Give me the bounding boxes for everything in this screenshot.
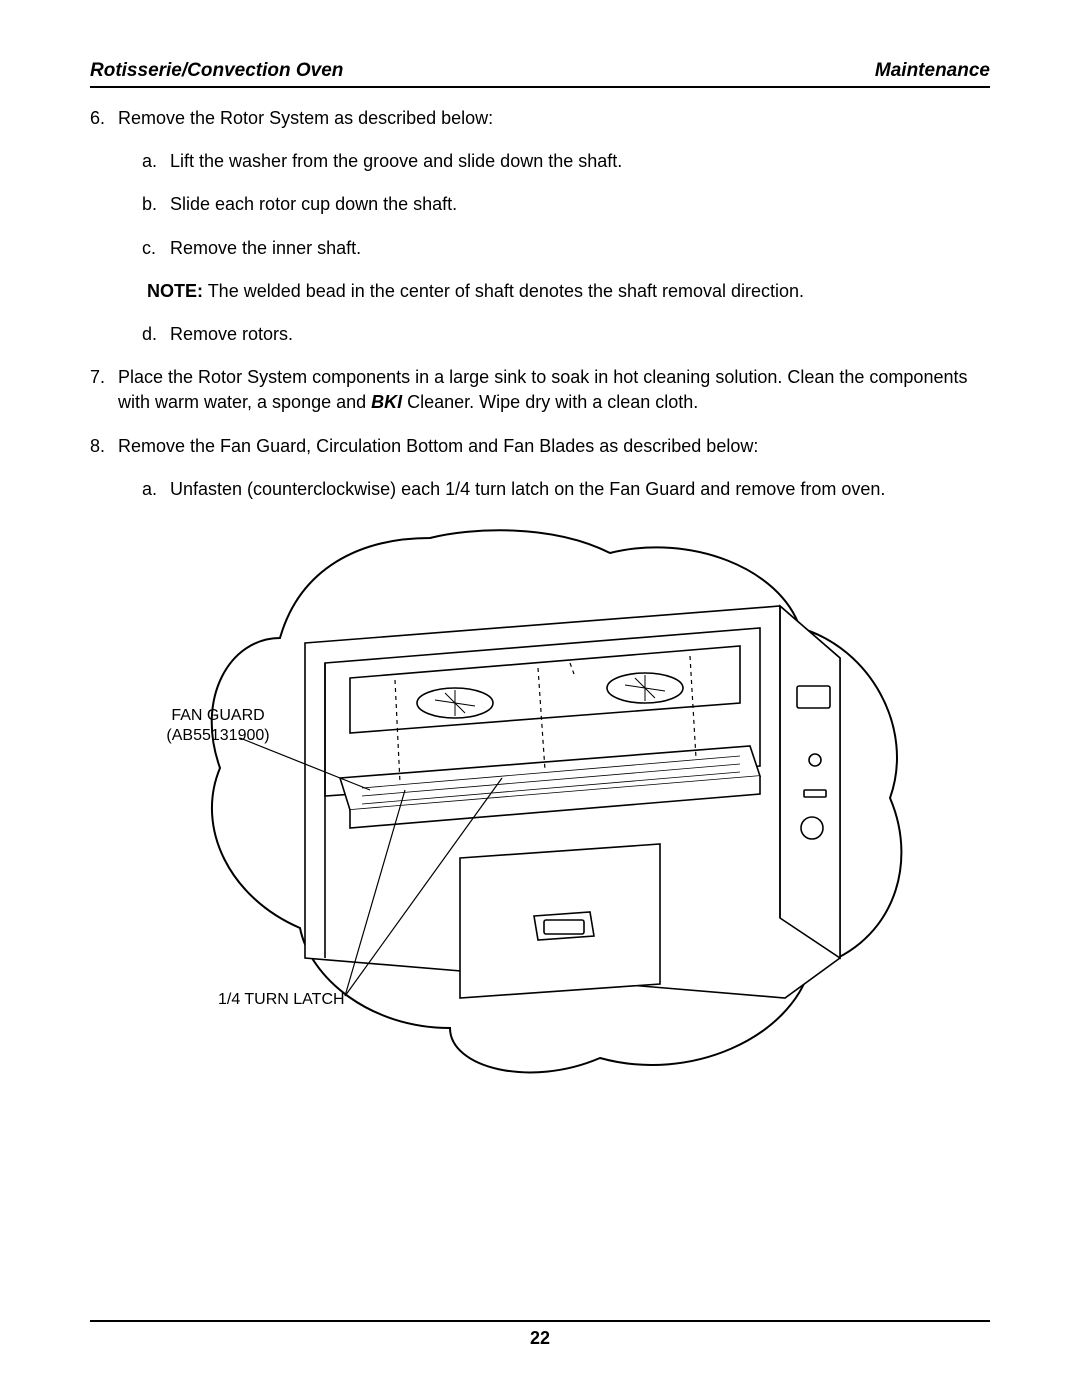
step-6a: a. Lift the washer from the groove and s… [170,149,990,174]
label-fan-guard-line2: (AB55131900) [166,727,269,744]
step-7-bki: BKI [371,392,402,412]
step-8a-text: Unfasten (counterclockwise) each 1/4 tur… [170,479,885,499]
step-7-num: 7. [90,365,105,390]
step-8-num: 8. [90,434,105,459]
label-fan-guard-line1: FAN GUARD [171,707,264,724]
step-8: 8. Remove the Fan Guard, Circulation Bot… [118,434,990,502]
step-7-text-after: Cleaner. Wipe dry with a clean cloth. [402,392,698,412]
step-6d: d. Remove rotors. [170,322,990,347]
step-8-text: Remove the Fan Guard, Circulation Bottom… [118,436,758,456]
body-content: 6. Remove the Rotor System as described … [90,106,990,1088]
header-title-right: Maintenance [875,60,990,82]
step-6b-text: Slide each rotor cup down the shaft. [170,194,457,214]
step-8a-num: a. [142,477,157,502]
step-6-num: 6. [90,106,105,131]
page-header: Rotisserie/Convection Oven Maintenance [90,60,990,88]
note-text: The welded bead in the center of shaft d… [203,281,804,301]
label-fan-guard: FAN GUARD (AB55131900) [158,706,278,746]
step-6d-text: Remove rotors. [170,324,293,344]
step-6-text: Remove the Rotor System as described bel… [118,108,493,128]
note-label: NOTE: [147,281,203,301]
figure-oven-diagram: FAN GUARD (AB55131900) 1/4 TURN LATCH [100,528,920,1088]
page-footer: 22 [90,1320,990,1349]
step-6c-num: c. [142,236,156,261]
step-6a-num: a. [142,149,157,174]
step-6b: b. Slide each rotor cup down the shaft. [170,192,990,217]
step-7: 7. Place the Rotor System components in … [118,365,990,415]
header-title-left: Rotisserie/Convection Oven [90,60,343,82]
step-6c-text: Remove the inner shaft. [170,238,361,258]
step-6b-num: b. [142,192,157,217]
step-6d-num: d. [142,322,157,347]
label-quarter-turn-latch: 1/4 TURN LATCH [218,990,345,1010]
step-6a-text: Lift the washer from the groove and slid… [170,151,622,171]
step-6: 6. Remove the Rotor System as described … [118,106,990,347]
step-6c: c. Remove the inner shaft. [170,236,990,261]
page-number: 22 [530,1328,550,1348]
step-8a: a. Unfasten (counterclockwise) each 1/4 … [170,477,990,502]
step-6-note: NOTE: The welded bead in the center of s… [142,279,990,304]
